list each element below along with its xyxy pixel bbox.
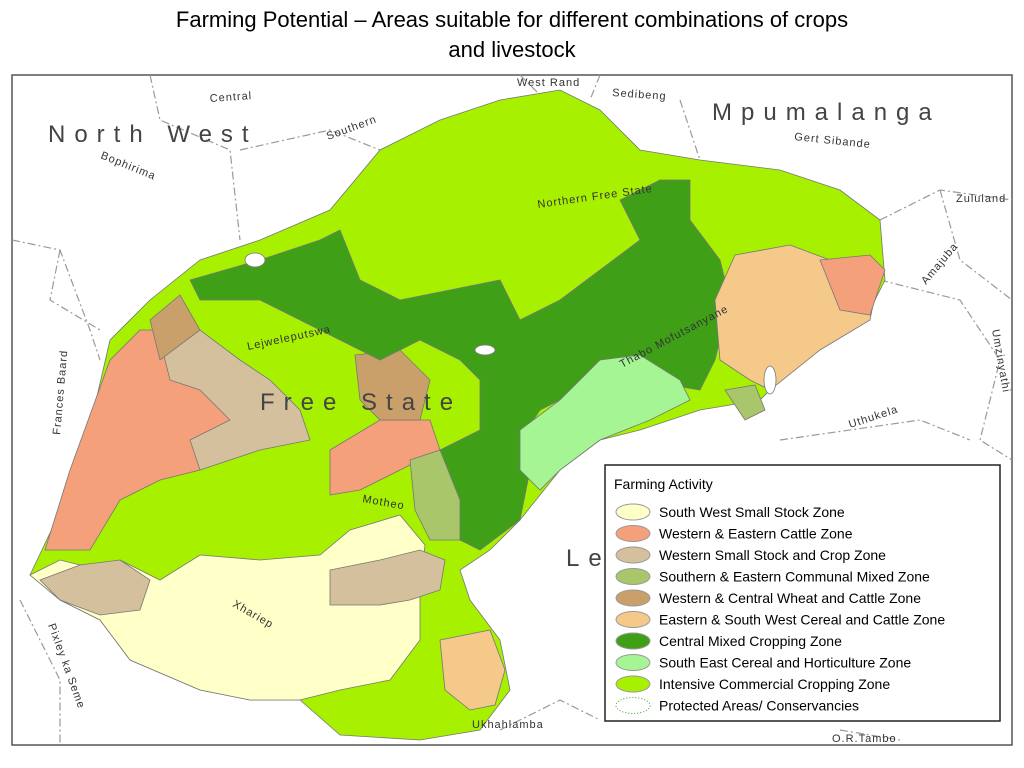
legend-swatch — [615, 589, 651, 607]
neighbour-borders — [11, 74, 1013, 745]
legend-label: Western & Central Wheat and Cattle Zone — [659, 590, 921, 606]
legend-label: Southern & Eastern Communal Mixed Zone — [659, 569, 930, 585]
legend-label: Western & Eastern Cattle Zone — [659, 526, 853, 542]
legend-label: Protected Areas/ Conservancies — [659, 698, 859, 714]
legend-box — [604, 464, 1001, 722]
legend-swatch — [615, 654, 651, 671]
district-label: O.R.Tambo — [832, 733, 897, 745]
legend-swatch — [615, 697, 651, 714]
district-label: Ukhahlamba — [472, 719, 544, 731]
legend-label: South East Cereal and Horticulture Zone — [659, 655, 911, 671]
legend-label: Eastern & South West Cereal and Cattle Z… — [659, 612, 945, 628]
legend-swatch — [615, 568, 651, 585]
legend-swatch — [615, 611, 651, 628]
district-label: Zululand — [956, 193, 1006, 205]
legend-swatch — [615, 632, 651, 650]
title: and livestock — [448, 37, 576, 62]
legend-label: South West Small Stock Zone — [659, 504, 845, 520]
district-label: Central — [209, 90, 252, 105]
province-label: North West — [48, 121, 258, 148]
district-label: Sedibeng — [612, 87, 667, 103]
district-label: West Rand — [517, 77, 580, 89]
province-label: Mpumalanga — [712, 99, 941, 126]
legend-label: Western Small Stock and Crop Zone — [659, 547, 886, 563]
legend-title: Farming Activity — [614, 476, 713, 492]
legend-label: Intensive Commercial Cropping Zone — [659, 676, 890, 692]
legend: Farming Activity South West Small Stock … — [604, 464, 1001, 722]
province-label: Free State — [260, 389, 462, 416]
farming-zones — [29, 89, 886, 741]
province-label: Le — [566, 545, 611, 572]
legend-swatch — [615, 503, 651, 521]
legend-label: Central Mixed Cropping Zone — [659, 633, 842, 649]
legend-swatch — [615, 525, 651, 542]
legend-swatch — [615, 675, 651, 693]
title: Farming Potential – Areas suitable for d… — [176, 7, 848, 32]
legend-swatch — [615, 546, 651, 564]
